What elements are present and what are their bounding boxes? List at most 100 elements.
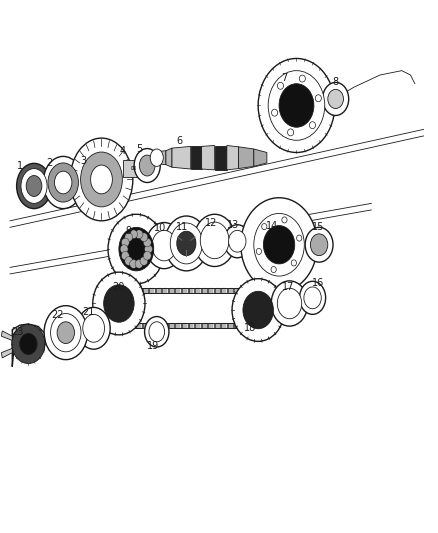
Ellipse shape	[282, 217, 287, 223]
Polygon shape	[143, 288, 148, 293]
Ellipse shape	[91, 165, 113, 194]
Ellipse shape	[125, 257, 133, 265]
Ellipse shape	[232, 279, 284, 341]
Polygon shape	[227, 146, 239, 170]
Ellipse shape	[315, 95, 321, 102]
Ellipse shape	[256, 248, 261, 254]
Text: 23: 23	[12, 327, 24, 337]
Polygon shape	[130, 288, 135, 293]
Ellipse shape	[304, 287, 321, 309]
Text: 7: 7	[281, 74, 287, 84]
Polygon shape	[143, 322, 148, 328]
Ellipse shape	[194, 214, 236, 266]
Text: 17: 17	[282, 281, 294, 292]
Text: 11: 11	[176, 222, 188, 232]
Ellipse shape	[263, 225, 295, 264]
Text: 21: 21	[82, 307, 95, 317]
Text: ⊞: ⊞	[130, 166, 135, 171]
Ellipse shape	[258, 59, 335, 152]
Text: 1: 1	[17, 161, 23, 172]
Polygon shape	[195, 288, 201, 293]
Polygon shape	[208, 288, 214, 293]
Polygon shape	[12, 324, 45, 367]
Text: 22: 22	[52, 310, 64, 320]
Ellipse shape	[288, 129, 293, 136]
Text: 19: 19	[147, 341, 159, 351]
Ellipse shape	[130, 230, 138, 239]
Text: 15: 15	[312, 222, 325, 232]
Ellipse shape	[134, 149, 160, 182]
Ellipse shape	[20, 334, 37, 354]
Text: 4: 4	[119, 146, 125, 156]
Ellipse shape	[120, 245, 128, 254]
Polygon shape	[195, 322, 201, 328]
Polygon shape	[156, 288, 162, 293]
Ellipse shape	[135, 260, 143, 268]
Polygon shape	[1, 331, 12, 341]
Polygon shape	[156, 322, 162, 328]
Polygon shape	[169, 322, 174, 328]
Polygon shape	[208, 322, 214, 328]
Ellipse shape	[322, 83, 349, 116]
Ellipse shape	[143, 238, 151, 247]
Text: 16: 16	[312, 278, 325, 288]
Ellipse shape	[125, 233, 133, 241]
Text: 9: 9	[125, 226, 131, 236]
Ellipse shape	[305, 228, 333, 262]
Ellipse shape	[170, 223, 202, 264]
Ellipse shape	[83, 314, 105, 342]
Polygon shape	[234, 288, 240, 293]
Polygon shape	[176, 322, 181, 328]
Ellipse shape	[328, 90, 343, 109]
Ellipse shape	[271, 281, 308, 326]
Polygon shape	[166, 148, 172, 167]
Polygon shape	[241, 322, 246, 328]
Text: 13: 13	[227, 220, 240, 230]
Ellipse shape	[277, 288, 302, 319]
Ellipse shape	[57, 322, 74, 344]
Polygon shape	[228, 322, 233, 328]
Text: 8: 8	[332, 77, 339, 87]
Ellipse shape	[261, 223, 267, 230]
Ellipse shape	[12, 325, 45, 364]
Ellipse shape	[139, 155, 155, 176]
Polygon shape	[201, 288, 207, 293]
Text: 14: 14	[266, 221, 278, 231]
Polygon shape	[221, 288, 227, 293]
Ellipse shape	[224, 225, 251, 258]
Ellipse shape	[309, 122, 315, 128]
Ellipse shape	[17, 163, 51, 208]
Polygon shape	[130, 322, 135, 328]
Ellipse shape	[272, 109, 278, 116]
Polygon shape	[215, 146, 227, 170]
Ellipse shape	[121, 238, 129, 247]
Polygon shape	[149, 322, 155, 328]
Ellipse shape	[145, 317, 169, 347]
Ellipse shape	[140, 233, 148, 241]
Ellipse shape	[43, 156, 83, 208]
Ellipse shape	[149, 322, 165, 342]
Ellipse shape	[77, 308, 110, 349]
Polygon shape	[162, 288, 168, 293]
Polygon shape	[234, 322, 240, 328]
Text: 5: 5	[137, 144, 143, 155]
Ellipse shape	[108, 214, 165, 284]
Ellipse shape	[119, 228, 154, 271]
Polygon shape	[254, 149, 267, 166]
Polygon shape	[201, 146, 215, 170]
Polygon shape	[215, 322, 220, 328]
Ellipse shape	[300, 281, 325, 314]
Ellipse shape	[135, 230, 143, 239]
Ellipse shape	[277, 82, 283, 89]
Text: 18: 18	[244, 324, 257, 333]
Ellipse shape	[165, 216, 208, 271]
Polygon shape	[241, 288, 246, 293]
Polygon shape	[169, 288, 174, 293]
Ellipse shape	[150, 149, 163, 166]
Ellipse shape	[48, 163, 78, 202]
Polygon shape	[201, 322, 207, 328]
Ellipse shape	[297, 235, 302, 241]
Polygon shape	[239, 147, 254, 168]
Ellipse shape	[104, 285, 134, 322]
Polygon shape	[156, 151, 166, 165]
